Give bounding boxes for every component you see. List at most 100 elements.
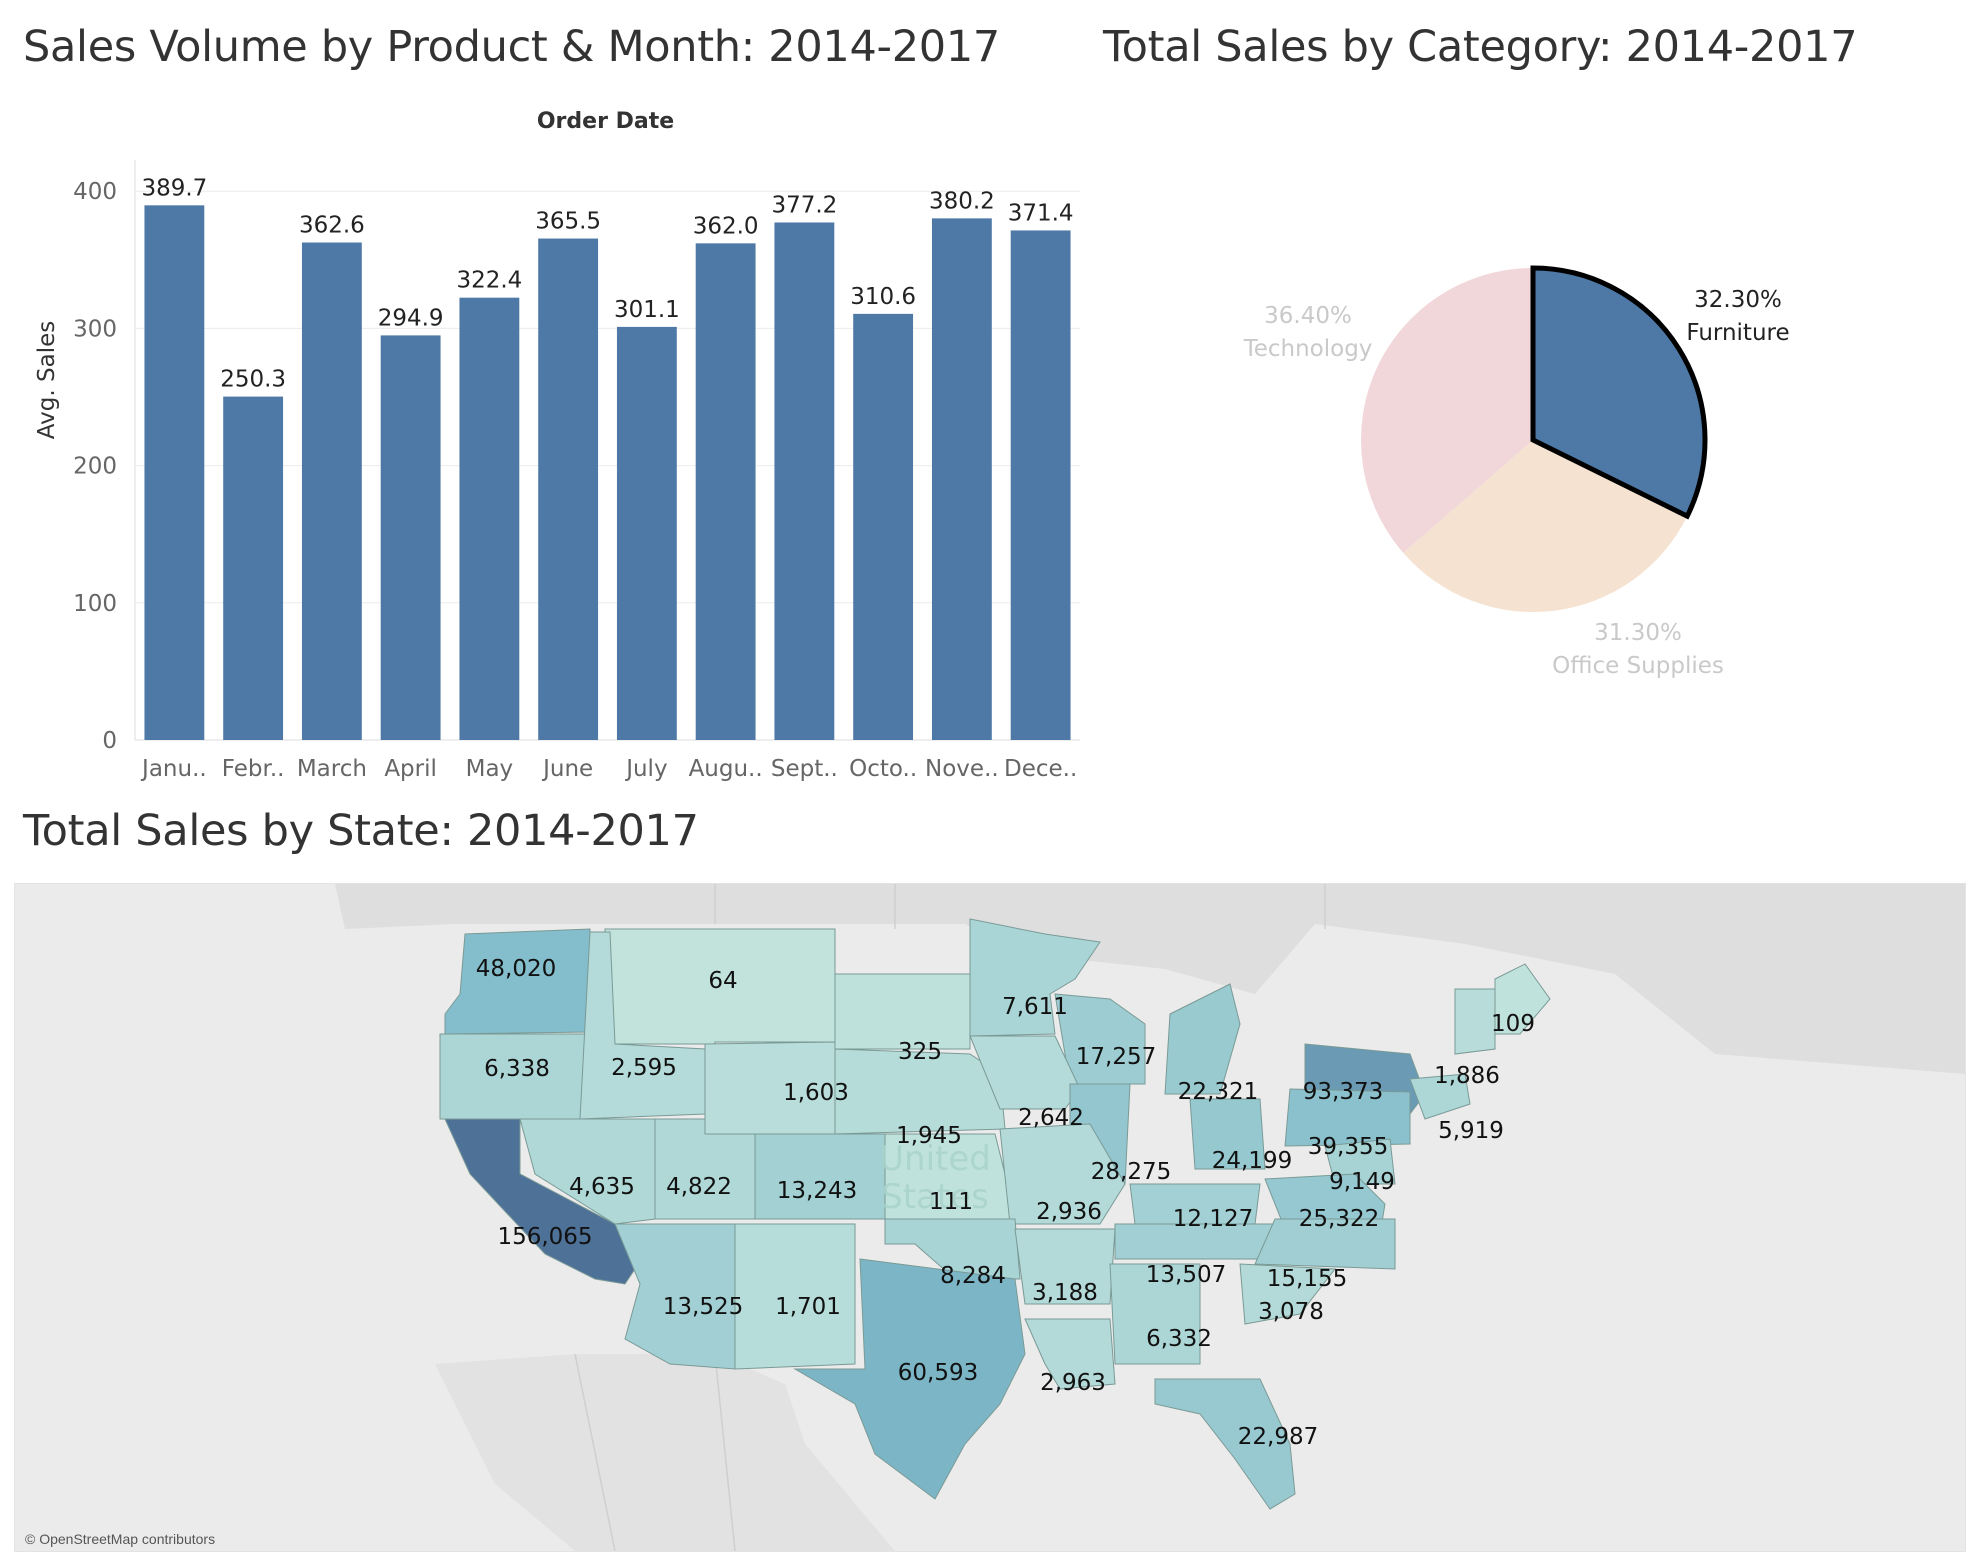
state-value-label: 12,127: [1173, 1206, 1253, 1232]
state-shape: [1189, 1098, 1266, 1170]
neighbor-borders: [574, 884, 1326, 1551]
state-map[interactable]: United States 48,020 64 7,611 109 17,257 6,338 2…: [14, 883, 1966, 1552]
bar-value-label: 365.5: [535, 209, 601, 235]
state-shape: [1129, 1183, 1261, 1225]
state-value-label: 2,936: [1036, 1199, 1102, 1225]
state-value-label: 39,355: [1308, 1134, 1388, 1160]
basemap-country-label-line1: United: [879, 1139, 991, 1179]
basemap-country-label-line2: States: [881, 1177, 989, 1217]
bar: [144, 205, 205, 740]
state-value-label: 8,284: [940, 1263, 1006, 1289]
y-tick-label: 100: [73, 591, 117, 617]
y-tick-label: 200: [73, 454, 117, 480]
state-value-label: 48,020: [476, 956, 556, 982]
state-value-label: 93,373: [1303, 1079, 1383, 1105]
state-value-label: 1,945: [896, 1123, 962, 1149]
pie-slice: [1361, 268, 1533, 553]
state-shape: [1164, 983, 1241, 1095]
x-tick-label: June: [541, 756, 593, 782]
bar: [695, 243, 756, 740]
bar-value-label: 362.0: [693, 213, 759, 239]
x-tick-label: Dece..: [1004, 756, 1077, 782]
map-title: Total Sales by State: 2014-2017: [23, 806, 699, 856]
bar-chart: 0 100 200 300 400 Order Date Avg. Sales 389.7 Ja…: [34, 109, 1080, 782]
state-shape: [654, 1118, 756, 1220]
state-value-label: 13,243: [777, 1178, 857, 1204]
canada-land: [255, 884, 1965, 1074]
state-value-label: 1,886: [1434, 1063, 1500, 1089]
pie-pct-label: 32.30%: [1694, 287, 1782, 313]
x-tick-label: Janu..: [140, 756, 207, 782]
state-value-label: 4,635: [569, 1174, 635, 1200]
state-value-label: 156,065: [497, 1224, 592, 1250]
bar: [853, 313, 914, 740]
bar-value-label: 322.4: [456, 268, 522, 294]
x-tick-label: May: [466, 756, 514, 782]
bar-value-label: 371.4: [1008, 200, 1074, 226]
state-shape: [1284, 1088, 1411, 1147]
state-value-label: 13,507: [1146, 1262, 1226, 1288]
state-value-label: 1,603: [783, 1080, 849, 1106]
mexico-land: [435, 1354, 895, 1551]
state-value-label: 17,257: [1076, 1044, 1156, 1070]
state-value-label: 13,525: [663, 1294, 743, 1320]
y-tick-label: 0: [102, 728, 117, 754]
state-value-label: 28,275: [1091, 1159, 1171, 1185]
x-tick-label: July: [624, 756, 667, 782]
state-shape: [1324, 1138, 1396, 1185]
bar-value-label: 362.6: [299, 213, 365, 239]
pie-pct-label: 31.30%: [1594, 620, 1682, 646]
state-shape: [754, 1133, 886, 1220]
bar: [380, 335, 441, 740]
bar: [301, 242, 362, 740]
state-shape: [1014, 1228, 1116, 1305]
state-value-label: 109: [1491, 1011, 1535, 1037]
state-value-label: 2,595: [611, 1055, 677, 1081]
bar-value-label: 250.3: [220, 367, 286, 393]
x-tick-label: April: [384, 756, 437, 782]
state-shape: [1109, 1263, 1201, 1365]
state-value-label: 3,188: [1032, 1280, 1098, 1306]
bar-value-label: 389.7: [141, 175, 207, 201]
bar: [223, 396, 284, 740]
state-value-label: 5,919: [1438, 1118, 1504, 1144]
state-value-label: 9,149: [1329, 1169, 1395, 1195]
state-value-label: 6,332: [1146, 1326, 1212, 1352]
x-axis-title: Order Date: [537, 109, 674, 134]
bar-value-label: 301.1: [614, 297, 680, 323]
bar: [538, 238, 599, 740]
state-value-label: 60,593: [898, 1360, 978, 1386]
state-shape: [734, 1223, 856, 1370]
state-value-label: 7,611: [1002, 994, 1068, 1020]
state-value-label: 3,078: [1258, 1299, 1324, 1325]
pie-category-label: Technology: [1243, 336, 1373, 362]
state-shape: [1409, 1073, 1471, 1120]
state-shape: [793, 1258, 1026, 1500]
pie-category-label: Furniture: [1686, 320, 1789, 346]
state-shape: [1154, 1378, 1296, 1510]
state-shape: [519, 1118, 656, 1225]
state-value-label: 1,701: [775, 1294, 841, 1320]
bar: [1010, 230, 1071, 740]
bar-value-label: 380.2: [929, 188, 995, 214]
state-value-label: 15,155: [1267, 1266, 1347, 1292]
bar: [616, 326, 677, 740]
y-tick-label: 400: [73, 179, 117, 205]
state-value-label: 64: [708, 968, 737, 994]
state-shape: [1454, 988, 1496, 1055]
bar-value-label: 377.2: [771, 192, 837, 218]
map-credit: © OpenStreetMap contributors: [25, 1531, 216, 1547]
state-shape: [1254, 1218, 1396, 1270]
bar: [774, 222, 835, 741]
pie-chart-title: Total Sales by Category: 2014-2017: [1103, 22, 1858, 72]
state-value-label: 2,642: [1018, 1105, 1084, 1131]
bar: [931, 218, 992, 740]
x-tick-label: Sept..: [771, 756, 838, 782]
state-value-label: 325: [898, 1039, 942, 1065]
state-value-label: 22,321: [1178, 1079, 1258, 1105]
bar-value-label: 294.9: [378, 305, 444, 331]
x-tick-label: Augu..: [689, 756, 763, 782]
x-tick-label: Nove..: [925, 756, 999, 782]
bar-value-label: 310.6: [850, 284, 916, 310]
